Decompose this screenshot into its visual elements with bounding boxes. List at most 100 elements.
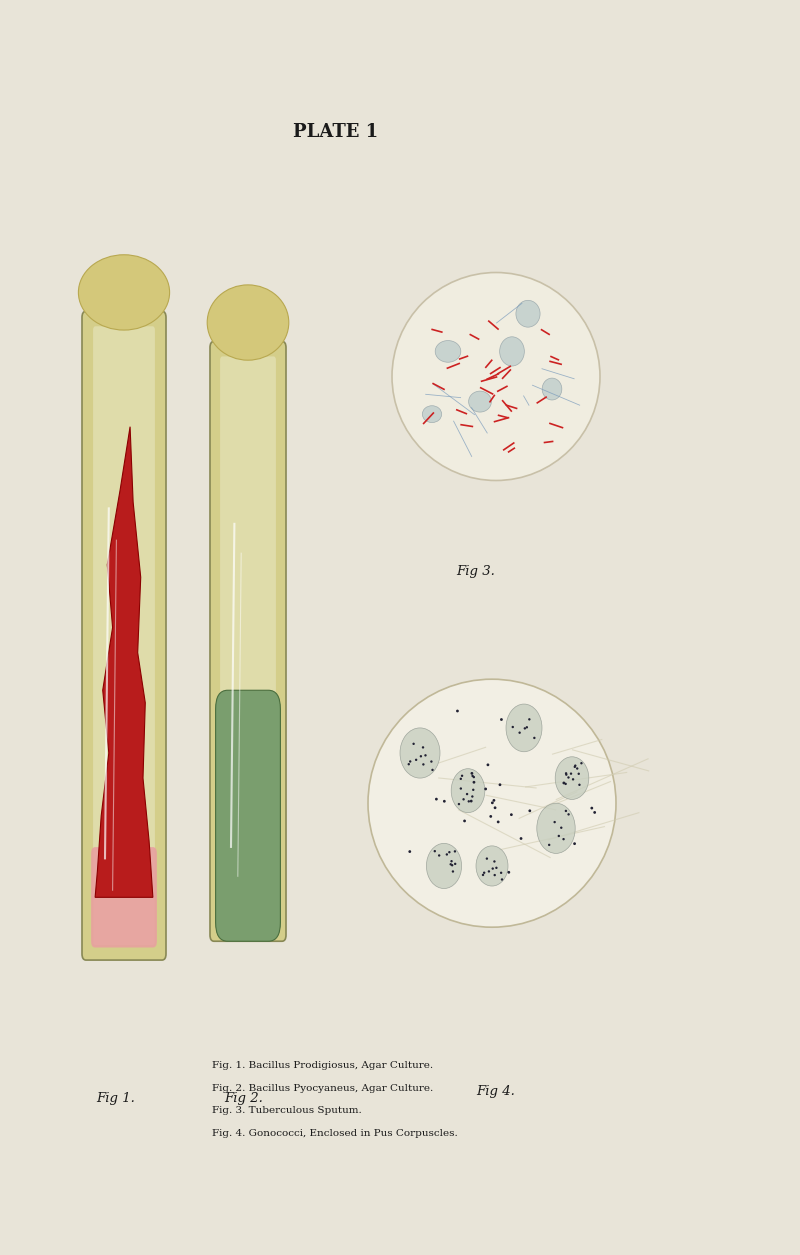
Ellipse shape: [458, 803, 460, 806]
Ellipse shape: [518, 732, 521, 734]
Ellipse shape: [565, 809, 567, 812]
Ellipse shape: [494, 807, 497, 809]
Ellipse shape: [501, 878, 503, 881]
Ellipse shape: [555, 757, 589, 799]
Ellipse shape: [472, 788, 474, 791]
Text: Fig. 4. Gonococci, Enclosed in Pus Corpuscles.: Fig. 4. Gonococci, Enclosed in Pus Corpu…: [212, 1128, 458, 1138]
Ellipse shape: [554, 821, 556, 823]
Text: Fig. 2. Bacillus Pyocyaneus, Agar Culture.: Fig. 2. Bacillus Pyocyaneus, Agar Cultur…: [212, 1083, 434, 1093]
Ellipse shape: [574, 766, 576, 768]
Ellipse shape: [493, 799, 495, 802]
Text: Fig. 3. Tuberculous Sputum.: Fig. 3. Tuberculous Sputum.: [212, 1106, 362, 1116]
Ellipse shape: [565, 772, 567, 774]
Ellipse shape: [452, 870, 454, 872]
Ellipse shape: [526, 727, 528, 728]
Ellipse shape: [473, 781, 475, 783]
Ellipse shape: [461, 774, 463, 777]
Ellipse shape: [446, 853, 448, 856]
Ellipse shape: [500, 718, 503, 720]
Ellipse shape: [488, 870, 490, 872]
Ellipse shape: [409, 761, 411, 763]
Ellipse shape: [548, 843, 550, 846]
Ellipse shape: [460, 787, 462, 789]
Ellipse shape: [576, 767, 578, 769]
Ellipse shape: [422, 763, 425, 766]
Ellipse shape: [578, 773, 580, 776]
Ellipse shape: [420, 756, 422, 758]
Ellipse shape: [498, 783, 502, 786]
Text: Fig 3.: Fig 3.: [457, 565, 495, 577]
Ellipse shape: [435, 798, 438, 801]
Text: Fig. 1. Bacillus Prodigiosus, Agar Culture.: Fig. 1. Bacillus Prodigiosus, Agar Cultu…: [212, 1060, 433, 1071]
FancyBboxPatch shape: [93, 326, 155, 945]
Ellipse shape: [426, 843, 462, 889]
Ellipse shape: [497, 821, 499, 823]
Ellipse shape: [580, 762, 582, 764]
Ellipse shape: [490, 814, 492, 818]
Text: Fig 4.: Fig 4.: [477, 1086, 515, 1098]
Ellipse shape: [511, 725, 514, 728]
Ellipse shape: [408, 850, 411, 853]
Ellipse shape: [473, 776, 475, 778]
Ellipse shape: [431, 769, 434, 771]
Ellipse shape: [494, 860, 496, 862]
Ellipse shape: [438, 855, 440, 857]
Ellipse shape: [574, 764, 577, 767]
Ellipse shape: [450, 860, 453, 862]
Ellipse shape: [486, 857, 488, 860]
Ellipse shape: [435, 340, 461, 363]
Ellipse shape: [471, 774, 474, 777]
Ellipse shape: [507, 871, 510, 873]
Ellipse shape: [476, 846, 508, 886]
Ellipse shape: [456, 709, 459, 713]
Ellipse shape: [463, 820, 466, 822]
Ellipse shape: [594, 811, 596, 813]
Ellipse shape: [78, 255, 170, 330]
Ellipse shape: [422, 747, 424, 748]
Ellipse shape: [491, 867, 494, 870]
Ellipse shape: [469, 392, 491, 412]
Ellipse shape: [560, 827, 562, 828]
Ellipse shape: [565, 773, 567, 776]
Ellipse shape: [434, 850, 436, 852]
Ellipse shape: [529, 809, 531, 812]
FancyBboxPatch shape: [210, 341, 286, 941]
Ellipse shape: [486, 763, 490, 767]
Ellipse shape: [448, 851, 450, 853]
Ellipse shape: [467, 801, 470, 802]
Ellipse shape: [451, 768, 485, 813]
Ellipse shape: [590, 807, 594, 809]
Ellipse shape: [470, 799, 473, 802]
FancyBboxPatch shape: [82, 311, 166, 960]
FancyBboxPatch shape: [220, 356, 276, 926]
Ellipse shape: [562, 838, 565, 841]
Ellipse shape: [471, 796, 474, 798]
Ellipse shape: [565, 783, 567, 786]
Ellipse shape: [506, 704, 542, 752]
Ellipse shape: [562, 782, 566, 784]
Ellipse shape: [450, 863, 452, 866]
Ellipse shape: [368, 679, 616, 927]
Ellipse shape: [462, 798, 465, 801]
Ellipse shape: [470, 772, 474, 774]
Ellipse shape: [443, 799, 446, 803]
Ellipse shape: [413, 743, 415, 745]
Ellipse shape: [407, 763, 410, 766]
Ellipse shape: [430, 761, 433, 763]
Ellipse shape: [400, 728, 440, 778]
Ellipse shape: [567, 777, 570, 778]
Ellipse shape: [482, 873, 484, 876]
Ellipse shape: [424, 754, 426, 757]
Ellipse shape: [451, 863, 454, 866]
Ellipse shape: [459, 778, 462, 781]
Ellipse shape: [533, 737, 535, 739]
Ellipse shape: [484, 788, 487, 791]
Ellipse shape: [483, 871, 486, 873]
Ellipse shape: [500, 871, 502, 873]
Ellipse shape: [516, 300, 540, 328]
Ellipse shape: [466, 793, 468, 796]
Ellipse shape: [422, 405, 442, 423]
Text: Fig 2.: Fig 2.: [225, 1092, 263, 1104]
Ellipse shape: [491, 802, 494, 804]
Ellipse shape: [510, 813, 513, 816]
